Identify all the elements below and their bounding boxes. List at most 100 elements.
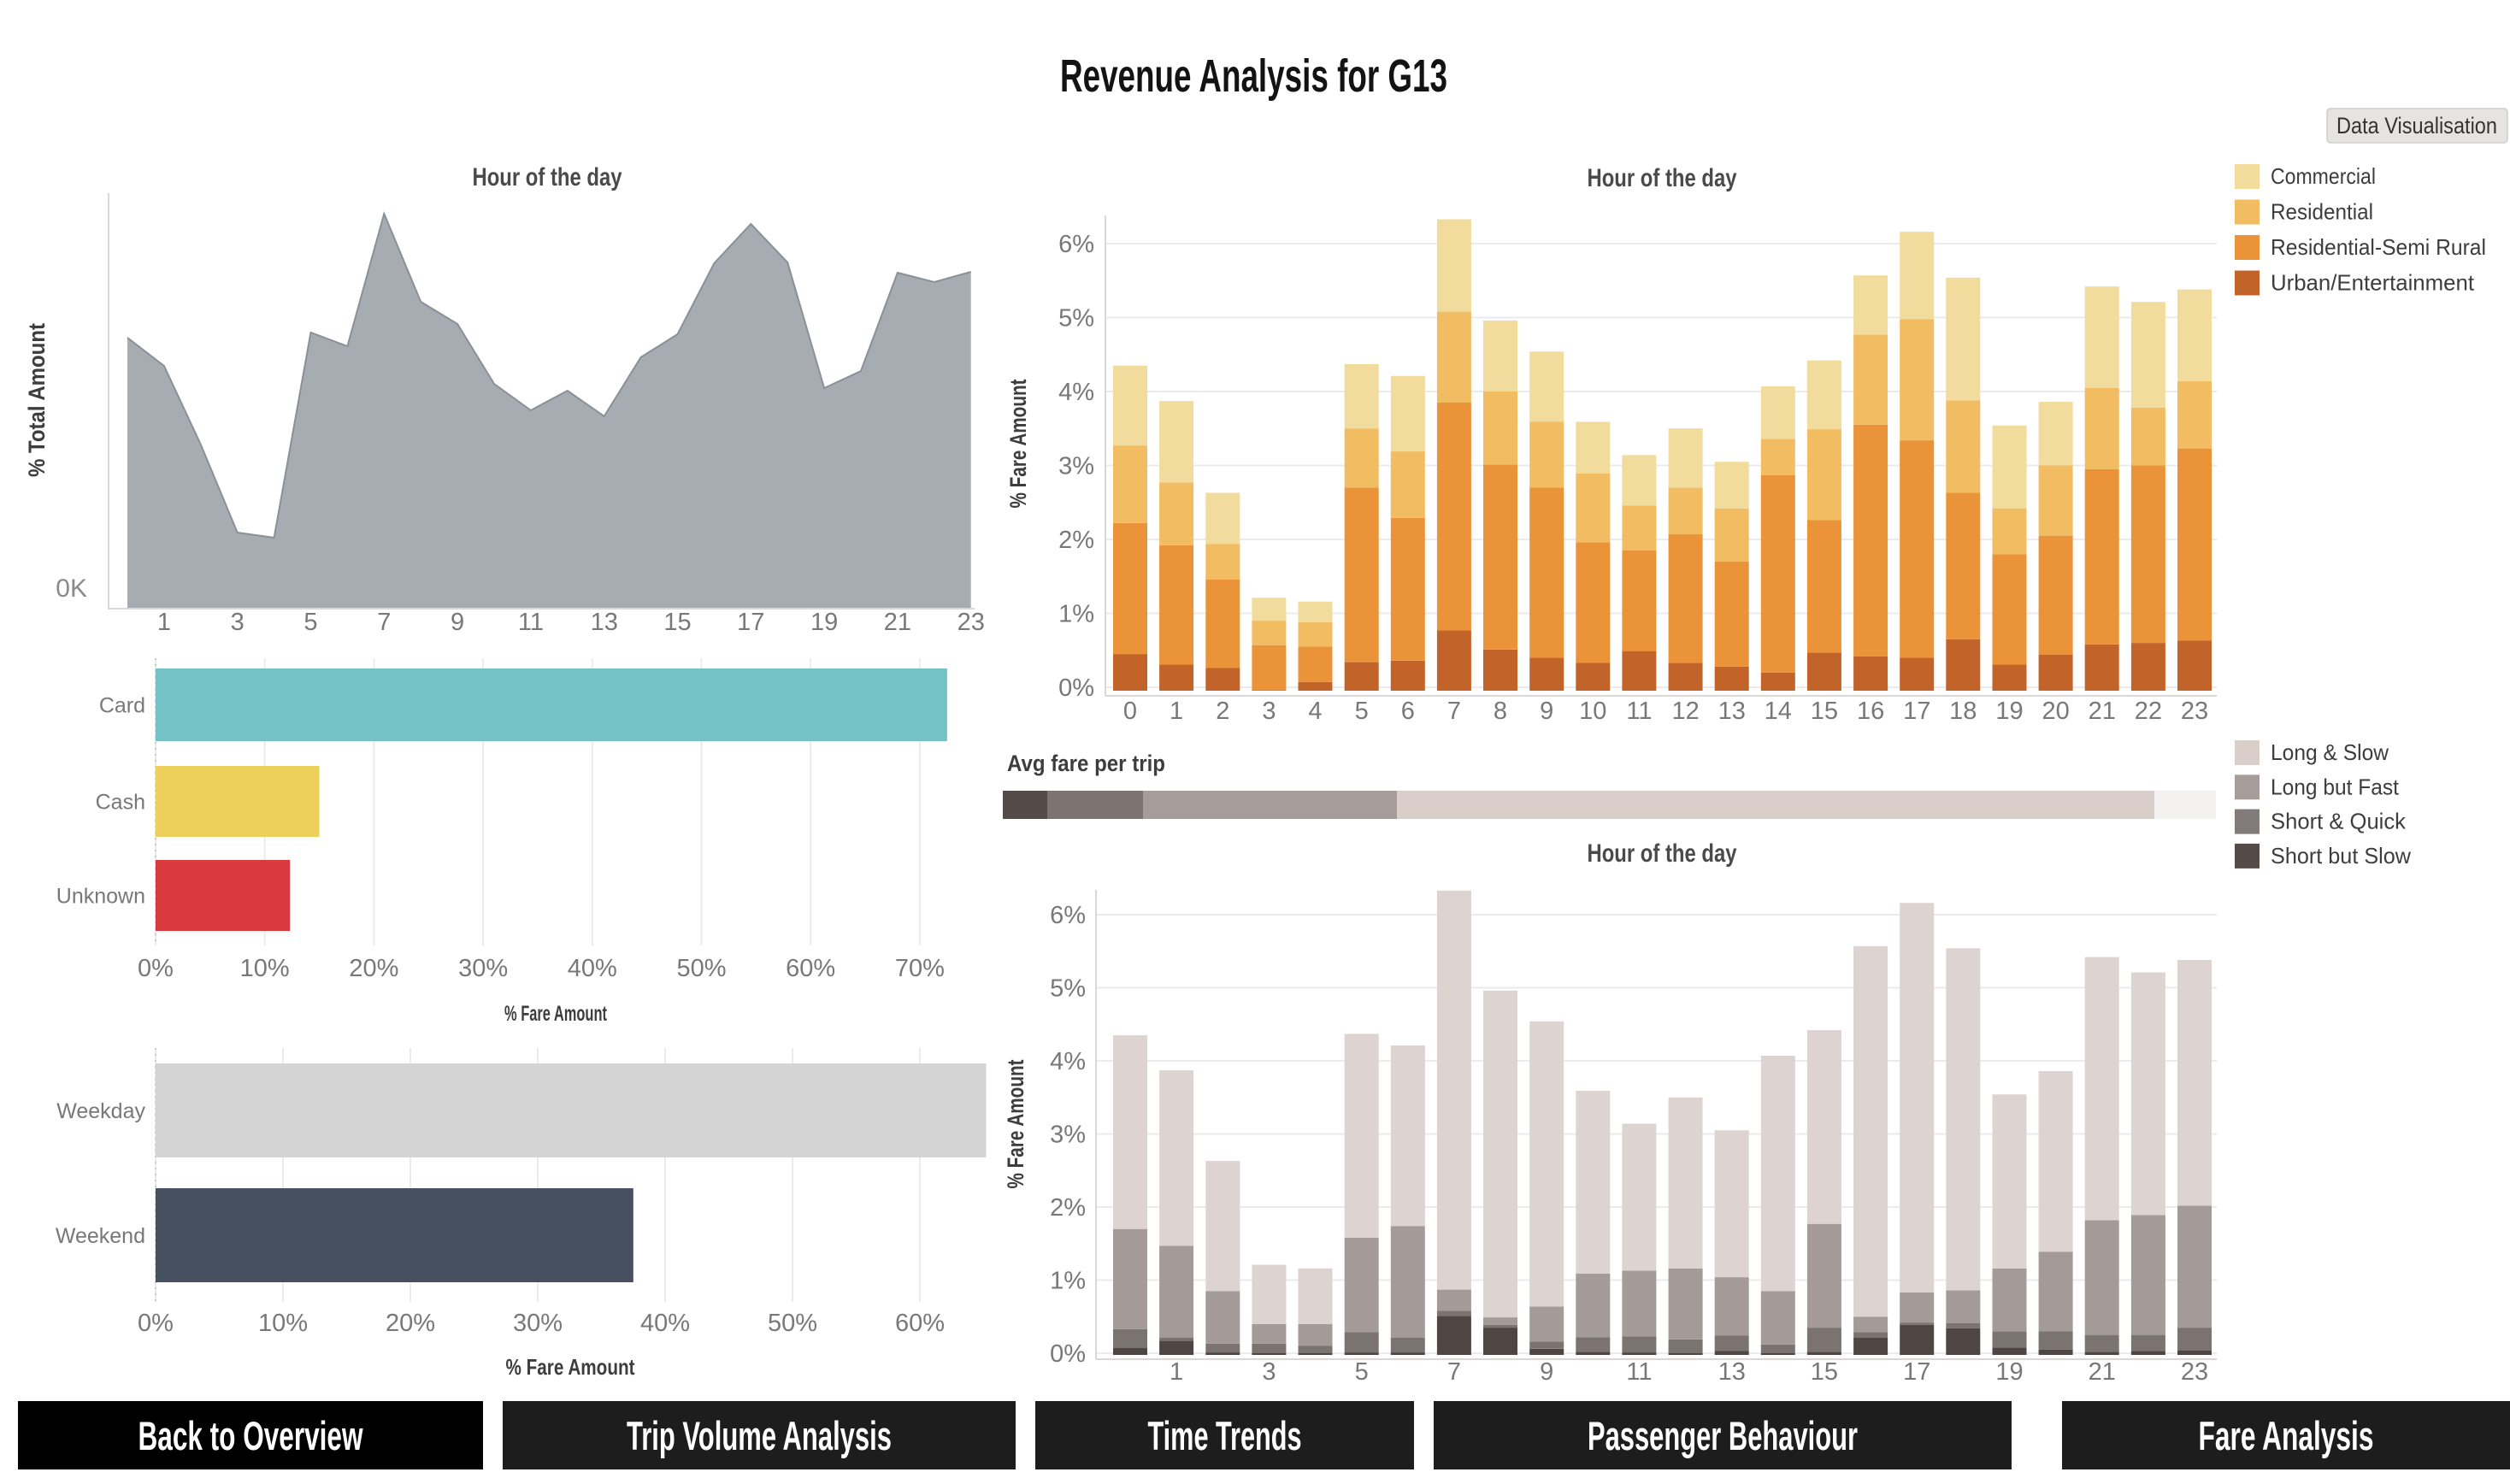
svg-text:9: 9 [451, 609, 464, 636]
svg-text:15: 15 [1811, 698, 1838, 725]
svg-text:Trip Volume Analysis: Trip Volume Analysis [627, 1413, 892, 1458]
svg-text:11: 11 [518, 609, 544, 636]
svg-text:3: 3 [1262, 1358, 1276, 1386]
svg-text:Cash: Cash [96, 791, 145, 815]
svg-text:Short but Slow: Short but Slow [2271, 843, 2411, 869]
svg-text:40%: 40% [640, 1310, 690, 1337]
svg-text:1%: 1% [1050, 1268, 1086, 1295]
svg-text:5: 5 [1355, 1358, 1369, 1386]
svg-text:1%: 1% [1058, 601, 1094, 628]
svg-text:0%: 0% [138, 955, 174, 982]
svg-text:60%: 60% [895, 1310, 945, 1337]
svg-text:70%: 70% [895, 955, 945, 982]
svg-text:Long & Slow: Long & Slow [2271, 739, 2389, 765]
svg-text:Data Visualisation: Data Visualisation [2336, 113, 2497, 138]
svg-text:Weekend: Weekend [56, 1224, 145, 1248]
svg-text:4: 4 [1308, 698, 1322, 725]
svg-text:Commercial: Commercial [2271, 163, 2376, 189]
svg-text:9: 9 [1540, 698, 1553, 725]
svg-text:17: 17 [1903, 1358, 1930, 1386]
svg-text:30%: 30% [513, 1310, 563, 1337]
svg-text:10%: 10% [240, 955, 290, 982]
svg-text:19: 19 [810, 609, 838, 636]
svg-text:% Fare Amount: % Fare Amount [1005, 379, 1031, 508]
svg-text:21: 21 [2089, 698, 2116, 725]
svg-text:16: 16 [1857, 698, 1884, 725]
svg-text:10: 10 [1579, 698, 1606, 725]
svg-text:7: 7 [1447, 1358, 1461, 1386]
svg-text:23: 23 [2181, 1358, 2208, 1386]
svg-text:Hour of the day: Hour of the day [473, 163, 622, 191]
svg-text:Passenger Behaviour: Passenger Behaviour [1588, 1413, 1858, 1458]
svg-text:4%: 4% [1050, 1048, 1086, 1075]
svg-text:19: 19 [1995, 1358, 2023, 1386]
svg-text:1: 1 [157, 609, 171, 636]
svg-text:0K: 0K [56, 574, 87, 603]
svg-text:22: 22 [2135, 698, 2162, 725]
svg-text:14: 14 [1765, 698, 1792, 725]
svg-text:17: 17 [1903, 698, 1930, 725]
svg-text:15: 15 [1811, 1358, 1838, 1386]
svg-text:Fare Analysis: Fare Analysis [2199, 1413, 2374, 1458]
svg-text:Back to Overview: Back to Overview [138, 1413, 363, 1458]
svg-text:5%: 5% [1050, 975, 1086, 1003]
svg-text:20%: 20% [386, 1310, 435, 1337]
svg-text:5%: 5% [1058, 305, 1094, 333]
svg-text:6%: 6% [1050, 902, 1086, 929]
svg-text:13: 13 [591, 609, 618, 636]
svg-text:20: 20 [2042, 698, 2069, 725]
svg-text:Unknown: Unknown [56, 885, 145, 909]
svg-text:11: 11 [1626, 698, 1652, 725]
svg-text:50%: 50% [768, 1310, 817, 1337]
svg-text:2%: 2% [1058, 527, 1094, 554]
svg-text:% Fare Amount: % Fare Amount [504, 1002, 607, 1026]
svg-text:Card: Card [99, 694, 145, 718]
svg-text:7: 7 [377, 609, 391, 636]
svg-text:7: 7 [1447, 698, 1461, 725]
svg-text:8: 8 [1494, 698, 1507, 725]
svg-text:40%: 40% [568, 955, 617, 982]
svg-text:19: 19 [1995, 698, 2023, 725]
svg-text:15: 15 [663, 609, 691, 636]
svg-text:10%: 10% [258, 1310, 308, 1337]
svg-text:Short & Quick: Short & Quick [2271, 809, 2407, 834]
svg-text:13: 13 [1718, 1358, 1746, 1386]
svg-text:Hour of the day: Hour of the day [1588, 839, 1737, 868]
svg-text:Avg fare per trip: Avg fare per trip [1007, 751, 1165, 776]
svg-text:23: 23 [957, 609, 985, 636]
svg-text:0%: 0% [1058, 674, 1094, 702]
svg-text:21: 21 [884, 609, 911, 636]
svg-text:Long but Fast: Long but Fast [2271, 774, 2400, 799]
svg-text:3%: 3% [1050, 1122, 1086, 1149]
svg-text:50%: 50% [676, 955, 726, 982]
svg-text:0: 0 [1123, 698, 1137, 725]
svg-text:Urban/Entertainment: Urban/Entertainment [2271, 270, 2475, 296]
svg-text:1: 1 [1170, 1358, 1183, 1386]
svg-text:% Total Amount: % Total Amount [24, 323, 50, 477]
svg-text:6: 6 [1401, 698, 1415, 725]
svg-text:20%: 20% [349, 955, 398, 982]
svg-text:17: 17 [737, 609, 764, 636]
svg-text:% Fare Amount: % Fare Amount [506, 1354, 635, 1380]
svg-text:5: 5 [303, 609, 317, 636]
svg-text:Weekday: Weekday [56, 1099, 145, 1123]
svg-text:Time Trends: Time Trends [1148, 1413, 1302, 1458]
svg-text:3: 3 [1262, 698, 1276, 725]
svg-text:2%: 2% [1050, 1194, 1086, 1222]
svg-text:12: 12 [1671, 698, 1699, 725]
svg-text:11: 11 [1626, 1358, 1652, 1386]
svg-text:Revenue Analysis for G13: Revenue Analysis for G13 [1060, 50, 1447, 102]
svg-text:Residential: Residential [2271, 199, 2373, 225]
svg-text:Hour of the day: Hour of the day [1588, 164, 1737, 192]
svg-text:21: 21 [2089, 1358, 2116, 1386]
svg-text:60%: 60% [786, 955, 835, 982]
svg-text:3: 3 [231, 609, 245, 636]
svg-text:18: 18 [1949, 698, 1977, 725]
svg-text:4%: 4% [1058, 379, 1094, 406]
svg-text:23: 23 [2181, 698, 2208, 725]
svg-text:1: 1 [1170, 698, 1183, 725]
svg-text:30%: 30% [458, 955, 508, 982]
svg-text:2: 2 [1216, 698, 1229, 725]
svg-text:0%: 0% [1050, 1340, 1086, 1368]
svg-text:9: 9 [1540, 1358, 1553, 1386]
